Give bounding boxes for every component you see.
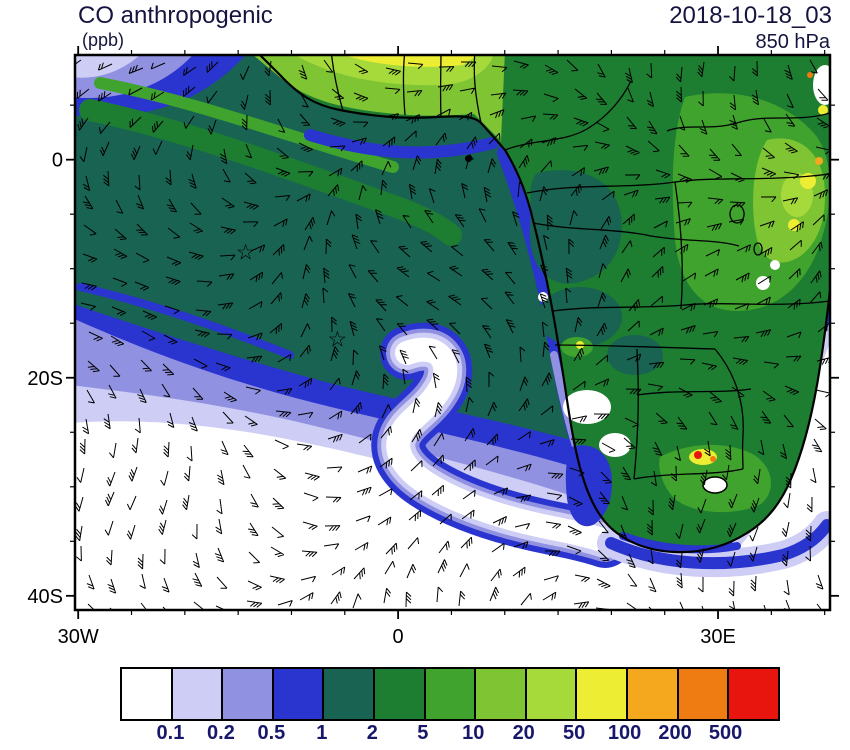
country-border xyxy=(552,300,830,312)
contour-layer xyxy=(76,283,294,359)
contour-layer xyxy=(599,433,631,457)
colorbar-tick-label: 0.2 xyxy=(207,722,235,744)
country-border xyxy=(532,222,740,247)
contour-layer xyxy=(304,129,499,159)
star-marker: ☆ xyxy=(236,239,256,264)
contour-layer xyxy=(386,337,617,553)
x-axis-label: 30E xyxy=(700,626,736,648)
country-border xyxy=(729,204,745,224)
y-axis-label: 40S xyxy=(27,586,63,608)
colorbar-tick-label: 5 xyxy=(417,722,429,744)
country-border xyxy=(402,55,406,116)
country-border xyxy=(666,112,830,132)
colorbar-cell xyxy=(122,669,173,719)
colorbar-cell xyxy=(375,669,426,719)
country-border xyxy=(633,348,639,480)
colorbar-tick-label: 50 xyxy=(563,722,586,744)
contour-layer xyxy=(605,519,830,570)
colorbar-tick-label: 200 xyxy=(658,722,692,744)
colorbar-tick-label: 10 xyxy=(462,722,485,744)
y-axis-label: 0 xyxy=(52,150,63,172)
y-axis-label: 20S xyxy=(27,368,63,390)
contour-layer xyxy=(788,219,800,231)
colorbar-labels: 0.1 0.2 0.5 1 2 5 10 20 50 100 200 500 xyxy=(120,722,780,750)
country-border xyxy=(554,344,716,350)
contour-layer xyxy=(770,260,780,270)
colorbar-tick-label: 20 xyxy=(512,722,535,744)
country-border xyxy=(714,348,744,470)
contour-layer xyxy=(818,105,828,115)
plot-units-label: (ppb) xyxy=(82,30,125,50)
contour-layer xyxy=(702,476,728,494)
plot-datetime: 2018-10-18_03 xyxy=(669,2,832,29)
colorbar-cell xyxy=(628,669,679,719)
colorbar-tick-label: 0.5 xyxy=(257,722,286,744)
contour-layer xyxy=(710,456,716,462)
contour-layer xyxy=(538,287,622,347)
contour-layer xyxy=(694,451,702,459)
contour-layer xyxy=(563,390,611,424)
country-border xyxy=(473,55,482,124)
colorbar-cell xyxy=(678,669,730,719)
colorbar-cell xyxy=(729,669,778,719)
contour-layer xyxy=(619,532,741,554)
colorbar-cell xyxy=(526,669,578,719)
star-marker: ☆ xyxy=(327,327,347,352)
contour-layer xyxy=(344,55,478,67)
contour-layer xyxy=(807,72,813,78)
contour-layer xyxy=(79,99,462,246)
country-border xyxy=(633,468,744,480)
axis-ticks xyxy=(66,46,839,619)
colorbar-cell xyxy=(577,669,629,719)
colorbar-cell xyxy=(223,669,274,719)
coastline xyxy=(258,55,830,554)
contour-layer xyxy=(815,157,823,165)
x-axis-label: 0 xyxy=(393,626,404,648)
point-marker xyxy=(464,155,472,163)
colorbar-tick-label: 2 xyxy=(366,722,378,744)
colorbar-tick-label: 1 xyxy=(316,722,328,744)
colorbar-cell xyxy=(172,669,224,719)
x-axis-label: 30W xyxy=(58,626,99,648)
contour-layer xyxy=(607,335,663,375)
colorbar-tick-label: 500 xyxy=(708,722,743,744)
contour-layer xyxy=(529,170,622,284)
colorbar-tick-label: 0.1 xyxy=(156,722,185,744)
colorbar-cell xyxy=(273,669,325,719)
country-border xyxy=(674,181,683,310)
map-canvas: ☆☆ xyxy=(75,55,830,610)
colorbar-cell xyxy=(324,669,376,719)
colorbar xyxy=(120,667,780,721)
colorbar-tick-label: 100 xyxy=(607,722,642,744)
country-border xyxy=(753,242,763,256)
colorbar-cell xyxy=(425,669,477,719)
contour-layer xyxy=(756,276,770,290)
map-frame xyxy=(73,53,832,612)
wind-barbs xyxy=(75,59,830,610)
plot-pressure-level: 850 hPa xyxy=(755,31,830,53)
contour-layer xyxy=(813,65,830,105)
colorbar-cell xyxy=(476,669,527,719)
plot-title: CO anthropogenic xyxy=(78,2,273,29)
country-border xyxy=(636,388,752,396)
